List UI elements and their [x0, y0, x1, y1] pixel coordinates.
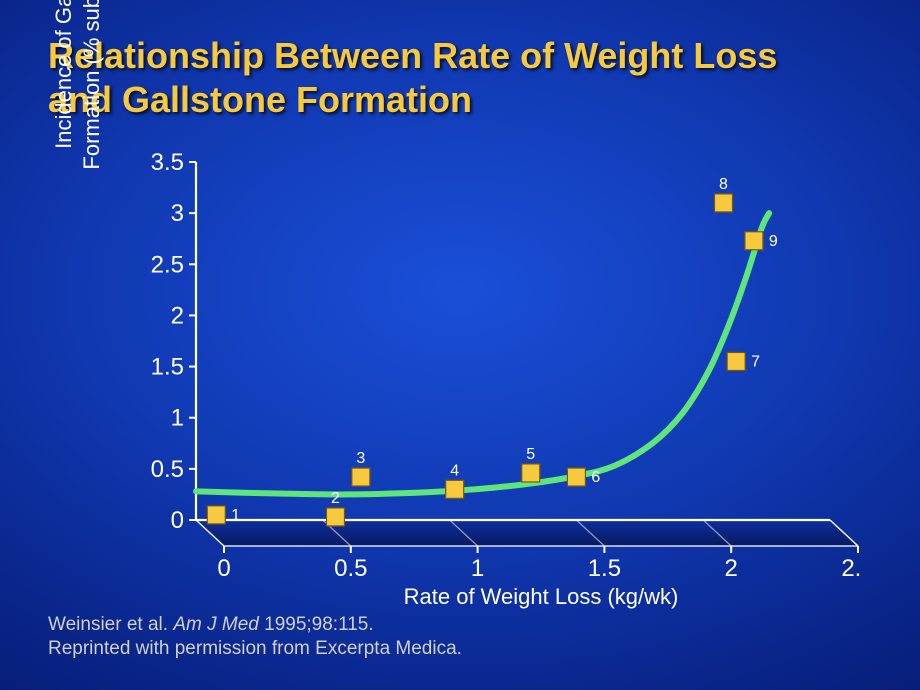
data-point-label: 8 [719, 176, 728, 193]
citation-journal: Am J Med [173, 614, 259, 635]
data-point [352, 468, 370, 486]
data-point [326, 508, 344, 526]
data-point [727, 352, 745, 370]
chart-ylabel: Incidence of Gallstone Formation (% subj… [50, 0, 100, 190]
data-point [745, 232, 763, 250]
data-point-label: 7 [751, 353, 760, 370]
data-point-label: 9 [769, 233, 778, 250]
citation-author: Weinsier et al. [48, 614, 173, 635]
slide: Relationship Between Rate of Weight Loss… [0, 0, 920, 690]
y-tick-label: 3.5 [151, 150, 184, 176]
citation-line-1: Weinsier et al. Am J Med 1995;98:115. [48, 613, 462, 638]
x-tick-label: 2 [725, 555, 738, 582]
y-tick-label: 3 [171, 200, 184, 227]
x-tick-label: 1.5 [588, 555, 621, 582]
chart-svg: 0 0.5 1 1.5 2 2.5 3 3.5 0 0.5 1 1.5 2 2.5 1 2 3 4 5 6 7 8 9 [100, 150, 860, 590]
data-point-label: 6 [591, 469, 600, 486]
fitted-curve [196, 213, 769, 494]
chart-xlabel: Rate of Weight Loss (kg/wk) [371, 584, 711, 610]
data-point-label: 2 [331, 490, 340, 507]
x-tick-label: 0.5 [334, 555, 367, 582]
data-point-label: 4 [450, 462, 459, 479]
slide-title: Relationship Between Rate of Weight Loss… [48, 34, 848, 122]
x-tick-label: 1 [471, 555, 484, 582]
data-point-label: 3 [356, 450, 365, 467]
citation-ref: 1995;98:115. [259, 614, 374, 635]
citation-line-2: Reprinted with permission from Excerpta … [48, 637, 462, 662]
citation: Weinsier et al. Am J Med 1995;98:115. Re… [48, 613, 462, 662]
y-tick-label: 2.5 [151, 251, 184, 278]
data-point [714, 194, 732, 212]
data-point [567, 468, 585, 486]
data-point [522, 464, 540, 482]
chart-area: 0 0.5 1 1.5 2 2.5 3 3.5 0 0.5 1 1.5 2 2.5 1 2 3 4 5 6 7 8 9 [100, 150, 860, 590]
y-tick-label: 2 [171, 302, 184, 329]
data-point [446, 480, 464, 498]
data-point [207, 506, 225, 524]
x-tick-label: 2.5 [841, 555, 860, 582]
x-tick-label: 0 [217, 555, 230, 582]
data-point-label: 5 [526, 446, 535, 463]
y-tick-label: 1.5 [151, 354, 184, 381]
chart-floor [196, 520, 858, 546]
y-tick-label: 0 [171, 507, 184, 534]
y-tick-label: 0.5 [151, 456, 184, 483]
y-tick-label: 1 [171, 405, 184, 432]
data-point-label: 1 [231, 507, 240, 524]
